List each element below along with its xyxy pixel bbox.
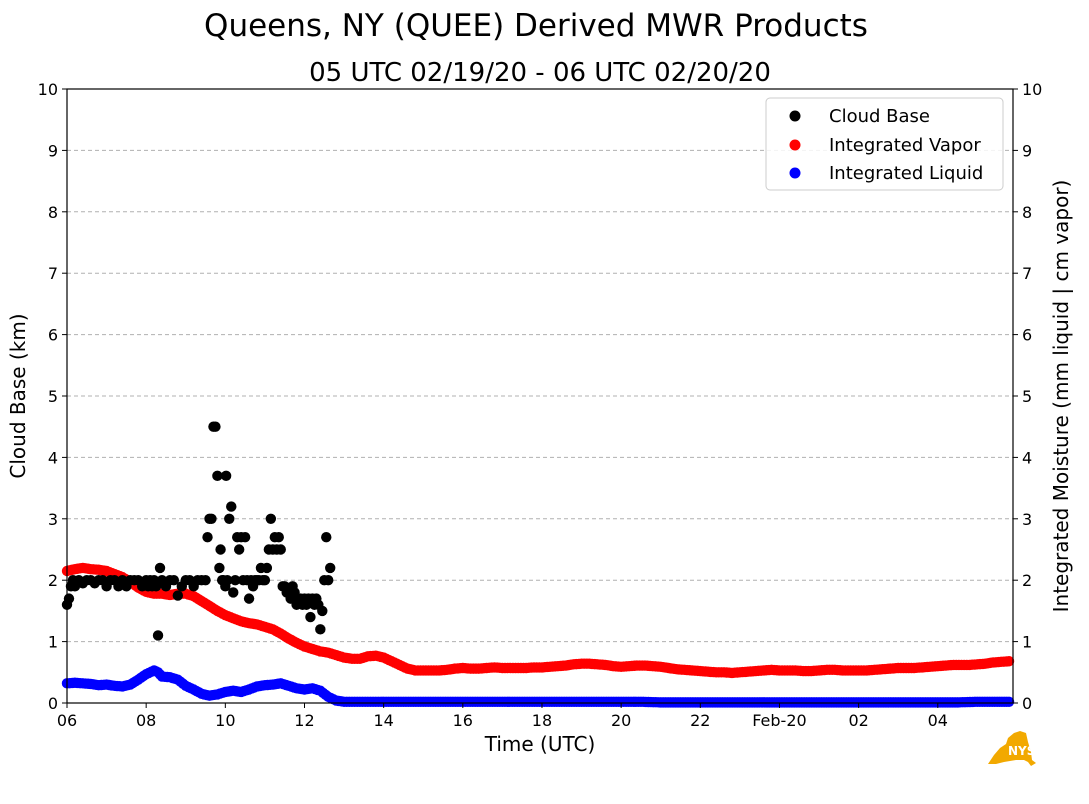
data-point: [222, 575, 233, 586]
legend-marker-integrated-vapor: [789, 139, 801, 151]
chart-subtitle: 05 UTC 02/19/20 - 06 UTC 02/20/20: [309, 58, 771, 88]
legend-label-integrated-liquid: Integrated Liquid: [829, 163, 983, 184]
y-tick-label-left: 6: [48, 326, 58, 345]
data-point: [239, 532, 251, 543]
data-point: [233, 544, 245, 555]
x-tick-label: Feb-20: [752, 711, 806, 730]
y-tick-label-left: 8: [48, 203, 58, 222]
y-tick-label-right: 6: [1022, 326, 1032, 345]
data-point: [315, 624, 326, 635]
y-tick-label-left: 2: [48, 571, 58, 590]
data-point: [1003, 656, 1015, 667]
data-point: [275, 544, 286, 555]
data-point: [228, 587, 239, 598]
data-point: [243, 593, 255, 604]
x-tick-label: 12: [294, 711, 314, 730]
x-tick-label: 16: [453, 711, 473, 730]
data-point: [172, 590, 184, 601]
legend-marker-integrated-liquid: [789, 167, 801, 179]
y-tick-label-right: 10: [1022, 80, 1042, 99]
series-integrated-liquid: [61, 665, 1015, 708]
data-point: [323, 575, 334, 586]
x-tick-label: 10: [215, 711, 235, 730]
data-point: [200, 575, 211, 586]
data-point: [63, 593, 75, 604]
legend-marker-cloud-base: [789, 110, 801, 122]
data-point: [212, 470, 223, 482]
data-point: [259, 575, 271, 586]
x-tick-label: 14: [373, 711, 393, 730]
y-tick-label-left: 5: [48, 387, 58, 406]
legend-box: [765, 97, 1004, 191]
y-tick-label-left: 3: [48, 510, 58, 529]
logo-text: NYS Mesonet: [1008, 744, 1089, 758]
y-tick-label-left: 10: [38, 80, 58, 99]
y-tick-label-right: 2: [1022, 571, 1032, 590]
y-tick-label-right: 4: [1022, 448, 1032, 467]
nys-mesonet-logo: NYS Mesonet: [988, 731, 1089, 766]
y-tick-label-right: 9: [1022, 141, 1032, 160]
y-tick-label-right: 3: [1022, 510, 1032, 529]
x-axis-label: Time (UTC): [484, 732, 596, 756]
x-tick-label: 06: [57, 711, 77, 730]
data-point: [206, 513, 217, 524]
data-point: [230, 575, 241, 586]
data-point: [214, 562, 225, 574]
data-point: [154, 562, 166, 574]
legend-label-cloud-base: Cloud Base: [829, 106, 930, 127]
data-point: [168, 575, 180, 586]
gridlines: [67, 149, 1013, 643]
data-point: [273, 532, 284, 543]
data-point: [152, 630, 164, 641]
data-point: [210, 421, 221, 432]
data-point: [317, 605, 328, 617]
x-tick-label: 20: [611, 711, 631, 730]
x-tick-label: 08: [136, 711, 156, 730]
x-tick-label: 04: [928, 711, 948, 730]
y-tick-label-left: 0: [48, 694, 58, 713]
y-tick-label-left: 1: [48, 633, 58, 652]
y-tick-label-right: 8: [1022, 203, 1032, 222]
new-york-state-icon: [988, 731, 1036, 766]
y-tick-label-right: 7: [1022, 264, 1032, 283]
data-point: [1003, 696, 1015, 707]
data-point: [224, 513, 235, 524]
data-point: [265, 513, 277, 524]
data-point: [215, 544, 226, 555]
y-tick-label-left: 4: [48, 448, 58, 467]
data-point: [220, 470, 232, 482]
y-tick-label-right: 0: [1022, 694, 1032, 713]
data-point: [305, 611, 316, 623]
plot-series: [61, 421, 1015, 708]
data-point: [226, 501, 237, 512]
y-tick-label-right: 1: [1022, 633, 1032, 652]
chart-title: Queens, NY (QUEE) Derived MWR Products: [204, 8, 868, 44]
data-point: [325, 562, 336, 574]
data-point: [202, 532, 213, 543]
y-tick-label-left: 9: [48, 141, 58, 160]
data-point: [321, 532, 332, 543]
legend: Cloud Base Integrated Vapor Integrated L…: [765, 97, 1004, 191]
y-tick-label-right: 5: [1022, 387, 1032, 406]
series-cloud-base: [61, 421, 336, 641]
legend-label-integrated-vapor: Integrated Vapor: [829, 135, 981, 156]
x-tick-label: 02: [848, 711, 868, 730]
x-tick-label: 18: [532, 711, 552, 730]
x-tick-label: 22: [690, 711, 710, 730]
y-axis-label-left: Cloud Base (km): [6, 313, 30, 478]
data-point: [261, 562, 273, 574]
y-axis-label-right: Integrated Moisture (mm liquid | cm vapo…: [1049, 180, 1073, 613]
y-tick-label-left: 7: [48, 264, 58, 283]
